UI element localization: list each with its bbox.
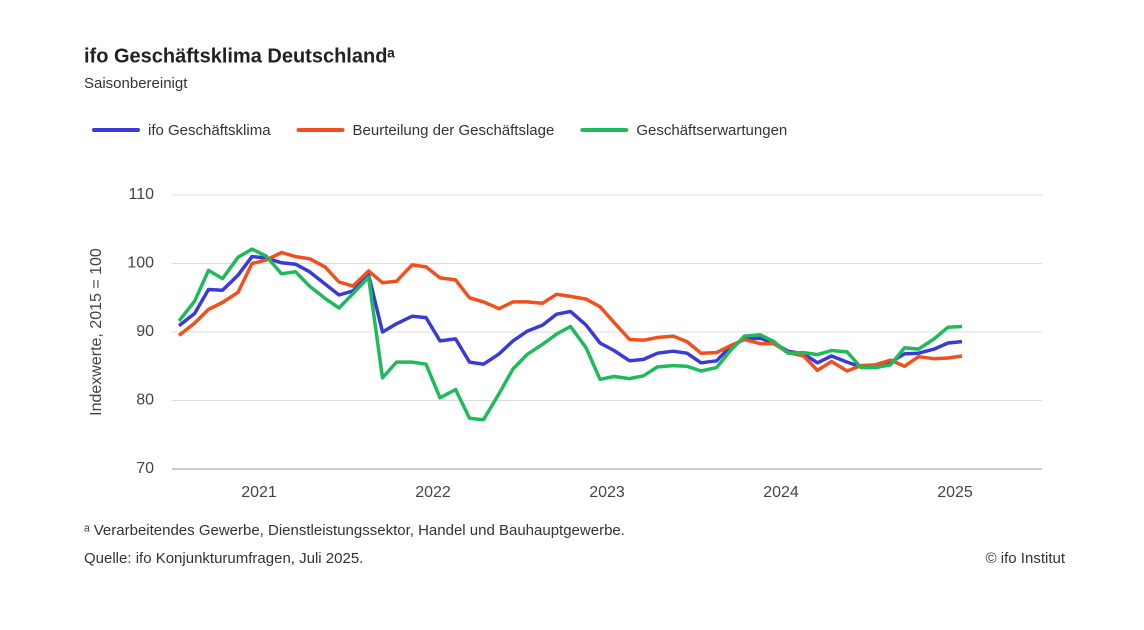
copyright: © ifo Institut bbox=[986, 550, 1066, 567]
y-tick-label: 90 bbox=[136, 323, 154, 340]
series-line bbox=[177, 254, 963, 369]
source: Quelle: ifo Konjunkturumfragen, Juli 202… bbox=[84, 550, 363, 567]
x-tick-label: 2022 bbox=[415, 484, 451, 501]
series-line bbox=[177, 247, 963, 422]
legend-label: Beurteilung der Geschäftslage bbox=[353, 122, 555, 139]
x-tick-label: 2021 bbox=[241, 484, 277, 501]
y-tick-label: 70 bbox=[136, 460, 154, 477]
chart-title: ifo Geschäftsklima Deutschlandᵃ bbox=[84, 45, 395, 67]
x-tick-label: 2025 bbox=[937, 484, 973, 501]
y-tick-label: 110 bbox=[128, 186, 154, 203]
x-tick-label: 2024 bbox=[763, 484, 799, 501]
legend-label: ifo Geschäftsklima bbox=[148, 122, 271, 139]
y-tick-label: 80 bbox=[136, 392, 154, 409]
series-line bbox=[177, 250, 963, 373]
y-axis-label: Indexwerte, 2015 = 100 bbox=[88, 248, 105, 416]
footnote: ᵃ Verarbeitendes Gewerbe, Dienstleistung… bbox=[84, 522, 625, 539]
chart-subtitle: Saisonbereinigt bbox=[84, 75, 188, 92]
y-tick-label: 100 bbox=[127, 255, 154, 272]
x-tick-label: 2023 bbox=[589, 484, 625, 501]
legend-label: Geschäftserwartungen bbox=[636, 122, 787, 139]
